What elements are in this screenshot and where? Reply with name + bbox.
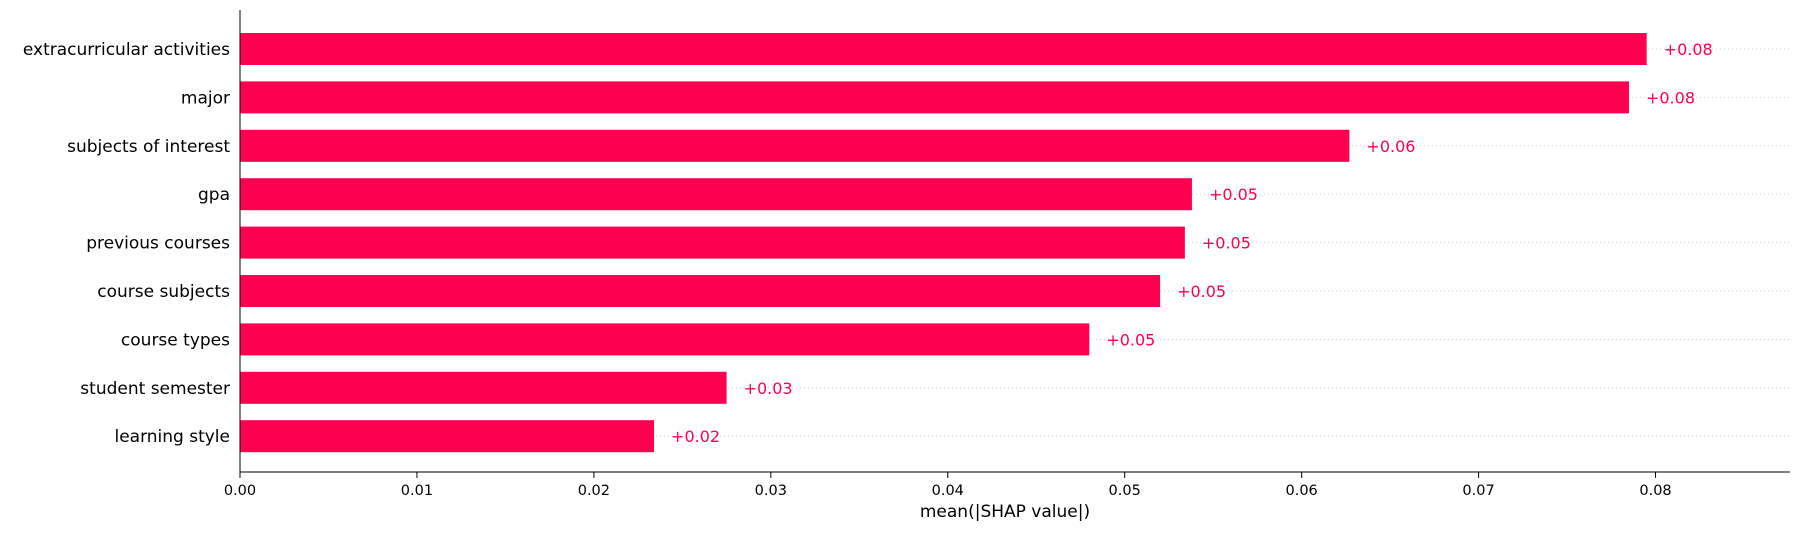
y-tick-label: previous courses: [86, 234, 230, 254]
bar: [240, 420, 655, 453]
bar-value-label: +0.08: [1646, 88, 1695, 107]
y-tick-label: course types: [121, 330, 230, 350]
y-tick-label: course subjects: [97, 282, 230, 302]
bar: [240, 371, 727, 404]
x-tick-label: 0.06: [1285, 483, 1317, 499]
bar-value-label: +0.03: [744, 379, 793, 398]
bar-value-label: +0.05: [1177, 282, 1226, 301]
y-tick-label: gpa: [198, 185, 230, 205]
y-tick-label: student semester: [80, 379, 230, 399]
value-labels: +0.08 +0.08 +0.06 +0.05 +0.05 +0.05 +0.05 +0.03…: [671, 40, 1713, 446]
x-tick-label: 0.01: [401, 483, 433, 499]
bar-value-label: +0.05: [1106, 330, 1155, 349]
bar: [240, 275, 1161, 307]
x-tick-label: 0.08: [1639, 483, 1671, 499]
bar-value-label: +0.05: [1209, 185, 1258, 204]
y-tick-label: extracurricular activities: [23, 40, 230, 60]
bar: [240, 323, 1090, 356]
y-tick-label: learning style: [114, 427, 230, 447]
y-tick-label: subjects of interest: [67, 137, 230, 157]
y-tick-label: major: [181, 88, 230, 108]
x-tick-label: 0.03: [755, 483, 787, 499]
bar-value-label: +0.02: [671, 427, 720, 446]
axes: 0.00 0.01 0.02 0.03 0.04 0.05 0.06 0.07 0.08: [224, 10, 1790, 499]
category-labels: extracurricular activities major subjects …: [23, 40, 230, 447]
bar: [240, 129, 1350, 162]
bar: [240, 178, 1192, 211]
x-tick-label: 0.00: [224, 483, 256, 499]
bar: [240, 81, 1629, 114]
bars: [240, 33, 1647, 453]
x-tick-label: 0.04: [932, 483, 964, 499]
x-axis-title: mean(|SHAP value|): [920, 502, 1090, 522]
bar-value-label: +0.05: [1202, 234, 1251, 253]
x-tick-label: 0.02: [578, 483, 610, 499]
bar: [240, 33, 1647, 65]
x-tick-label: 0.05: [1109, 483, 1141, 499]
bar-value-label: +0.06: [1366, 137, 1415, 156]
bar: [240, 226, 1185, 259]
bar-value-label: +0.08: [1664, 40, 1713, 59]
x-tick-label: 0.07: [1462, 483, 1494, 499]
